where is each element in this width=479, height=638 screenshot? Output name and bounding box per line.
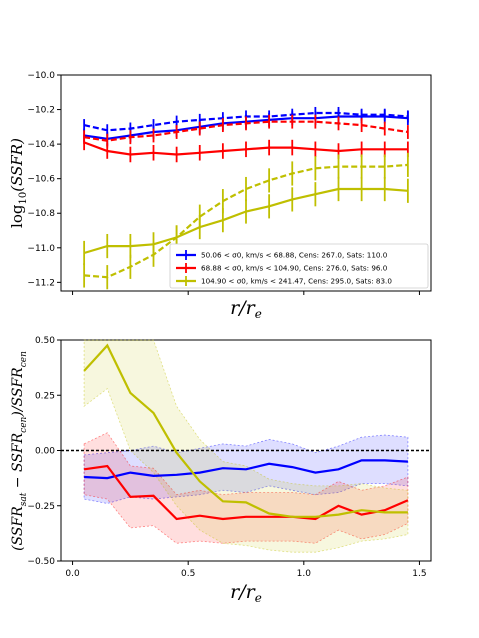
y-tick-label: −11.0 [27,244,55,254]
y-tick-label: −10.0 [27,71,55,81]
difference-line-2 [83,343,408,518]
bottom-y-axis-label: (SSFRsat − SSFRcen)/SSFRcen [10,351,29,551]
y-tick-label: −10.4 [27,140,55,150]
top-y-axis-label: log10(SSFR) [8,138,29,228]
legend-entry-label: 68.88 < σ0, km/s < 104.90, Cens: 276.0, … [201,264,388,273]
difference-line-0 [84,459,408,480]
y-tick-label: −10.8 [27,209,55,219]
series-4 [83,176,409,266]
x-tick-label: 0.0 [65,569,80,579]
legend-frame [169,243,429,289]
ssfr-difference-panel: 0.50 0.25 0.00 −0.25 −0.50 0.0 0.5 1.0 1.5 r/re… [10,336,432,605]
top-x-axis-label: r/re [230,297,262,321]
y-tick-label: −0.50 [27,557,55,567]
series-line [84,163,408,279]
y-tick-label: −11.2 [27,278,55,288]
y-tick-label: −10.6 [27,175,55,185]
bottom-x-axis-label: r/re [230,581,262,605]
legend: 50.06 < σ0, km/s < 68.88, Cens: 267.0, S… [169,243,429,289]
ssfr-profile-panel: −10.0 −10.2 −10.4 −10.6 −10.8 −11.0 −11.2 50.0… [8,71,432,321]
x-tick-label: 1.0 [297,569,312,579]
x-tick-label: 1.5 [412,569,426,579]
y-tick-label: 0.00 [35,447,55,457]
y-tick-label: −0.25 [27,502,55,512]
x-tick-label: 0.5 [181,569,195,579]
legend-entry-label: 104.90 < σ0, km/s < 241.47, Cens: 295.0,… [201,277,392,286]
uncertainty-band-2 [83,339,409,553]
top-plot-frame [60,74,432,292]
series-2 [83,134,409,163]
series-3 [83,114,409,148]
y-tick-label: 0.50 [35,336,55,346]
y-tick-label: 0.25 [35,391,55,401]
legend-entry-label: 50.06 < σ0, km/s < 68.88, Cens: 267.0, S… [201,251,388,260]
y-tick-label: −10.2 [27,106,55,116]
series-5 [83,152,409,290]
